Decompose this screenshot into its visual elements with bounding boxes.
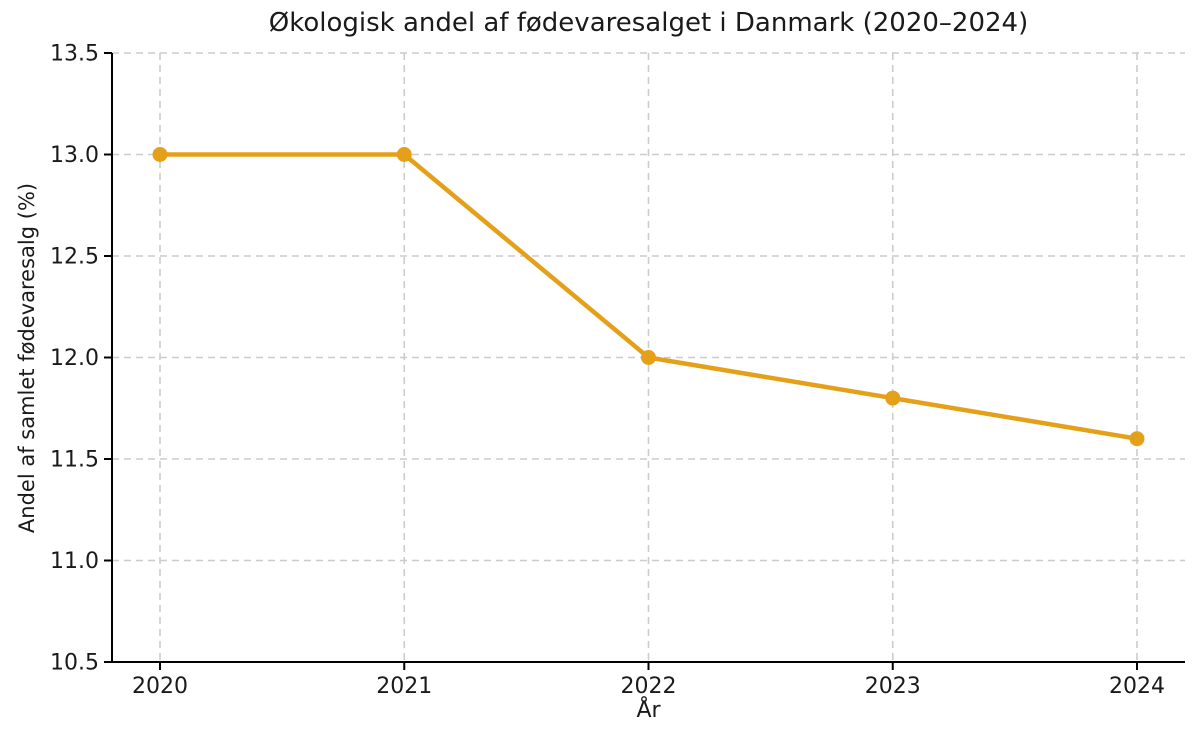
- x-tick-label: 2024: [1109, 674, 1165, 699]
- y-tick-label: 11.5: [50, 448, 99, 473]
- data-point-marker: [641, 350, 656, 365]
- x-tick-label: 2023: [865, 674, 921, 699]
- x-axis-label: År: [636, 698, 661, 723]
- data-point-marker: [396, 147, 412, 162]
- y-tick-label: 11.0: [50, 549, 99, 574]
- y-tick-label: 10.5: [50, 651, 99, 676]
- chart-title: Økologisk andel af fødevaresalget i Danm…: [268, 8, 1029, 38]
- x-tick-label: 2021: [376, 674, 432, 699]
- x-tick-label: 2020: [132, 674, 188, 699]
- data-point-marker: [1129, 431, 1145, 447]
- y-tick-label: 12.5: [50, 245, 99, 270]
- y-tick-label: 12.0: [50, 346, 99, 371]
- x-tick-label: 2022: [621, 674, 677, 699]
- data-point-marker: [885, 390, 901, 406]
- y-tick-label: 13.5: [50, 42, 99, 67]
- y-tick-label: 13.0: [50, 143, 99, 168]
- data-point-marker: [152, 147, 168, 162]
